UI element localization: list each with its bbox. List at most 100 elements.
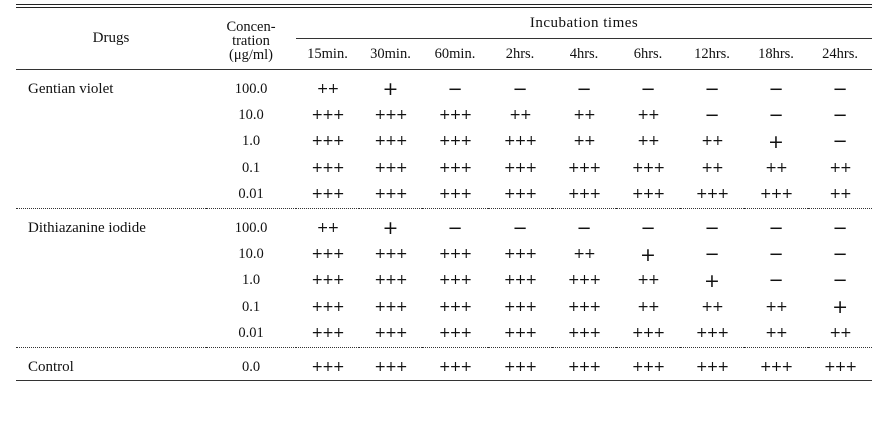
result-symbol: +++ — [311, 107, 344, 124]
result-symbol: +++ — [311, 358, 344, 375]
result-cell: ++ — [616, 129, 680, 155]
result-cell: ++ — [552, 129, 616, 155]
result-cell: ++ — [296, 70, 359, 103]
result-symbol: ++ — [573, 246, 595, 263]
result-cell: − — [744, 268, 808, 294]
result-cell: + — [359, 208, 422, 241]
result-cell: +++ — [422, 347, 488, 382]
result-cell: − — [744, 102, 808, 128]
result-symbol: +++ — [567, 159, 601, 176]
result-symbol: + — [640, 243, 656, 266]
result-symbol: ++ — [637, 272, 659, 289]
time-header-1: 30min. — [370, 45, 411, 62]
result-symbol: +++ — [695, 358, 729, 375]
result-cell: − — [680, 102, 744, 128]
drug-name-empty-cell — [16, 268, 206, 294]
result-symbol: − — [832, 244, 848, 266]
result-symbol: +++ — [311, 272, 344, 289]
result-symbol: +++ — [374, 246, 407, 263]
drug-name-empty-cell — [16, 129, 206, 155]
result-symbol: +++ — [567, 272, 601, 289]
result-symbol: +++ — [631, 186, 665, 203]
result-symbol: − — [640, 78, 656, 100]
result-symbol: +++ — [503, 186, 537, 203]
result-symbol: +++ — [503, 298, 537, 315]
result-symbol: − — [704, 105, 720, 127]
table-body: Gentian violet 100.0 ++ + − − − − − − −10.0 +++ +++ +… — [16, 70, 873, 382]
result-symbol: ++ — [637, 107, 659, 124]
incubation-results-table: Drugs Concen- tration (μg/ml) Incubation… — [16, 8, 873, 382]
result-symbol: − — [832, 105, 848, 127]
result-symbol: − — [704, 78, 720, 100]
result-cell: − — [680, 70, 744, 103]
result-cell: ++ — [808, 320, 873, 348]
table-row: 1.0 +++ +++ +++ +++ ++ ++ ++ + − — [16, 129, 872, 155]
result-cell: − — [488, 70, 552, 103]
result-cell: +++ — [552, 320, 616, 348]
result-symbol: +++ — [695, 325, 729, 342]
concentration-cell: 100.0 — [234, 219, 268, 236]
result-cell: +++ — [359, 102, 422, 128]
result-cell: +++ — [296, 294, 359, 320]
result-cell: ++ — [808, 155, 872, 181]
result-cell: ++ — [552, 102, 616, 128]
result-cell: +++ — [422, 241, 488, 267]
concentration-header-line-3: (μg/ml) — [228, 46, 274, 63]
result-symbol: − — [832, 217, 848, 239]
result-cell: − — [680, 241, 744, 267]
result-cell: +++ — [296, 181, 359, 209]
result-cell: +++ — [359, 294, 422, 320]
result-symbol: +++ — [759, 186, 793, 203]
time-header-4: 4hrs. — [569, 45, 599, 62]
result-symbol: + — [382, 78, 399, 101]
result-cell: +++ — [616, 347, 680, 382]
time-header-6: 12hrs. — [694, 45, 730, 62]
result-symbol: ++ — [509, 107, 531, 124]
result-cell: +++ — [552, 294, 616, 320]
time-header-2: 60min. — [434, 45, 476, 62]
result-cell: +++ — [552, 268, 616, 294]
result-cell: ++ — [808, 181, 873, 209]
result-cell: +++ — [552, 181, 616, 209]
result-symbol: +++ — [438, 246, 472, 263]
result-cell: − — [552, 70, 616, 103]
result-cell: +++ — [616, 155, 680, 181]
result-symbol: ++ — [573, 107, 595, 124]
table-row: Control 0.0 +++ +++ +++ +++ +++ +++ +++ +++ +++ — [16, 347, 873, 382]
result-cell: +++ — [359, 320, 422, 348]
result-symbol: +++ — [374, 298, 407, 315]
result-cell: +++ — [422, 129, 488, 155]
result-cell: − — [808, 70, 872, 103]
drugs-column-header: Drugs — [92, 30, 130, 46]
result-cell: +++ — [488, 155, 552, 181]
result-symbol: +++ — [503, 358, 537, 375]
result-symbol: +++ — [567, 358, 601, 375]
result-symbol: +++ — [311, 325, 344, 342]
result-cell: +++ — [488, 347, 552, 382]
result-cell: +++ — [680, 320, 744, 348]
result-cell: +++ — [296, 268, 359, 294]
result-symbol: +++ — [695, 186, 729, 203]
time-header-3: 2hrs. — [505, 45, 535, 62]
result-cell: − — [808, 208, 872, 241]
result-symbol: +++ — [438, 186, 472, 203]
result-symbol: +++ — [374, 133, 407, 150]
result-cell: + — [359, 70, 422, 103]
result-symbol: +++ — [438, 298, 472, 315]
result-cell: − — [680, 208, 744, 241]
result-cell: +++ — [744, 347, 808, 382]
result-symbol: − — [576, 217, 592, 239]
result-cell: ++ — [488, 102, 552, 128]
result-symbol: − — [512, 217, 528, 239]
result-symbol: − — [704, 244, 720, 266]
result-symbol: +++ — [374, 325, 407, 342]
result-cell: − — [616, 70, 680, 103]
result-symbol: ++ — [829, 186, 851, 203]
result-cell: ++ — [680, 294, 744, 320]
result-cell: +++ — [359, 347, 422, 382]
result-symbol: − — [512, 78, 528, 100]
result-symbol: +++ — [503, 246, 537, 263]
result-cell: − — [744, 70, 808, 103]
drug-name-empty-cell — [16, 294, 206, 320]
result-cell: − — [808, 102, 872, 128]
